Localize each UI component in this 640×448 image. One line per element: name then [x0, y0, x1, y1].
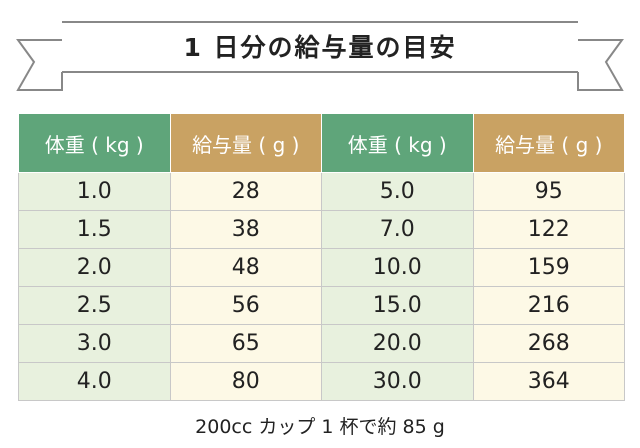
- table-cell: 56: [169, 286, 322, 325]
- table-cell: 65: [169, 324, 322, 363]
- table-cell: 122: [472, 210, 625, 249]
- table-row: 4.0 80 30.0 364: [18, 362, 625, 401]
- ribbon-left: [16, 39, 63, 91]
- title: 1 日分の給与量の目安: [183, 33, 457, 62]
- table-cell: 95: [472, 172, 625, 211]
- header-row: 体重 ( kg ) 給与量 ( g ) 体重 ( kg ) 給与量 ( g ): [18, 113, 625, 173]
- ribbon-right: [577, 39, 624, 91]
- table-cell: 15.0: [321, 286, 474, 325]
- table-cell: 216: [472, 286, 625, 325]
- column-header: 体重 ( kg ): [321, 113, 474, 173]
- table-row: 1.0 28 5.0 95: [18, 172, 625, 211]
- table-cell: 4.0: [18, 362, 171, 401]
- table-cell: 1.5: [18, 210, 171, 249]
- table-cell: 364: [472, 362, 625, 401]
- table-body: 1.0 28 5.0 95 1.5 38 7.0 122 2.0 48 10.0 159 2.5 56 15…: [18, 172, 625, 401]
- table-row: 1.5 38 7.0 122: [18, 210, 625, 249]
- table-cell: 159: [472, 248, 625, 287]
- table-row: 2.0 48 10.0 159: [18, 248, 625, 287]
- table-cell: 48: [169, 248, 322, 287]
- table-cell: 3.0: [18, 324, 171, 363]
- title-banner: [16, 21, 624, 91]
- table-cell: 80: [169, 362, 322, 401]
- table-cell: 2.0: [18, 248, 171, 287]
- table-cell: 1.0: [18, 172, 171, 211]
- table-cell: 20.0: [321, 324, 474, 363]
- column-header: 体重 ( kg ): [18, 113, 171, 173]
- feeding-table: 体重 ( kg ) 給与量 ( g ) 体重 ( kg ) 給与量 ( g ) 1.0…: [18, 113, 625, 401]
- footer-note: 200cc カップ 1 杯で約 85 g: [195, 416, 445, 438]
- column-header: 給与量 ( g ): [472, 113, 625, 173]
- table-cell: 2.5: [18, 286, 171, 325]
- table-cell: 28: [169, 172, 322, 211]
- table-cell: 30.0: [321, 362, 474, 401]
- table-cell: 268: [472, 324, 625, 363]
- column-header: 給与量 ( g ): [169, 113, 322, 173]
- table-row: 3.0 65 20.0 268: [18, 324, 625, 363]
- table-cell: 5.0: [321, 172, 474, 211]
- table-cell: 7.0: [321, 210, 474, 249]
- table-row: 2.5 56 15.0 216: [18, 286, 625, 325]
- table-cell: 38: [169, 210, 322, 249]
- table-cell: 10.0: [321, 248, 474, 287]
